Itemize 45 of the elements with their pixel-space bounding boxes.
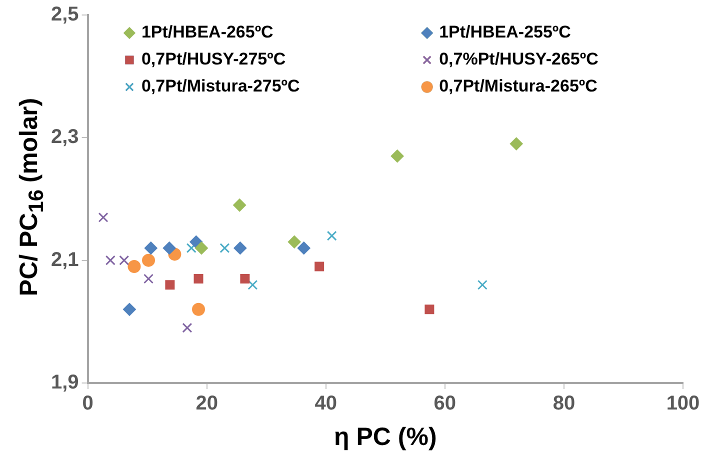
point [477,280,488,290]
point [122,302,136,316]
point [510,137,523,150]
x-tick-label: 0 [82,392,94,415]
legend-label: 0,7Pt/HUSY-275ºC [141,50,286,69]
legend-label: 0,7Pt/Mistura-265ºC [439,76,598,96]
y-tick-label: 2,1 [50,248,79,271]
y-tick-label: 2,3 [50,126,79,148]
legend-label: 0,7%Pt/HUSY-265ºC [439,50,598,69]
point [326,230,337,241]
point [288,235,301,248]
point [248,280,258,290]
y-tick-label: 2,5 [50,4,79,26]
y-tick-label: 1,9 [50,372,79,394]
point [162,242,176,255]
x-tick-label: 20 [196,392,218,415]
point [186,243,196,254]
point [424,304,434,314]
point [220,243,230,254]
point [165,280,175,290]
point [119,255,130,266]
point [192,302,206,316]
point [144,242,158,255]
point [105,255,116,266]
x-axis-title: η PC (%) [334,422,437,451]
point [314,262,324,272]
point [233,198,246,212]
point [128,260,141,273]
point [240,274,250,284]
point [182,322,192,333]
point [234,242,247,255]
legend-label: 0,7Pt/Mistura-275ºC [141,76,300,96]
point [194,274,204,284]
legend-label: 1Pt/HBEA-265ºC [141,22,274,42]
x-tick-label: 60 [434,392,456,415]
legend-label: 1Pt/HBEA-255ºC [439,22,571,42]
x-tick-label: 80 [552,392,576,415]
x-tick-label: 40 [314,392,338,415]
point [144,274,154,284]
point [194,242,208,255]
point [390,150,404,163]
x-tick-label: 100 [666,392,700,415]
point [142,254,156,267]
point [297,242,310,255]
point [98,212,108,222]
